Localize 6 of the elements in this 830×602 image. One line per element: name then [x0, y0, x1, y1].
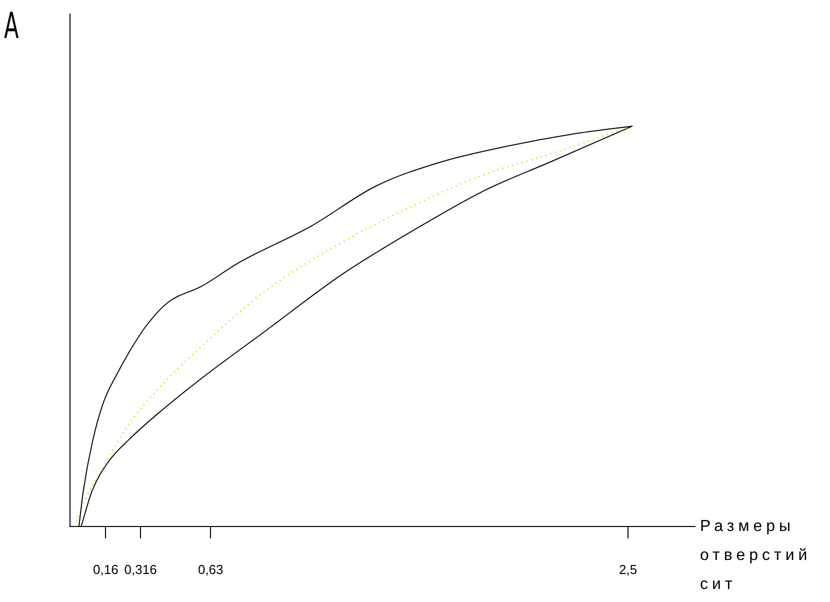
x-tick-label: 0,316 — [124, 562, 157, 577]
x-axis-title: Размеры отверстий сит — [700, 517, 812, 595]
x-tick-label: 0,63 — [198, 562, 224, 577]
y-axis-title: А — [4, 6, 19, 47]
x-tick-label: 0,16 — [93, 562, 118, 577]
x-tick-label: 2,5 — [618, 562, 638, 577]
